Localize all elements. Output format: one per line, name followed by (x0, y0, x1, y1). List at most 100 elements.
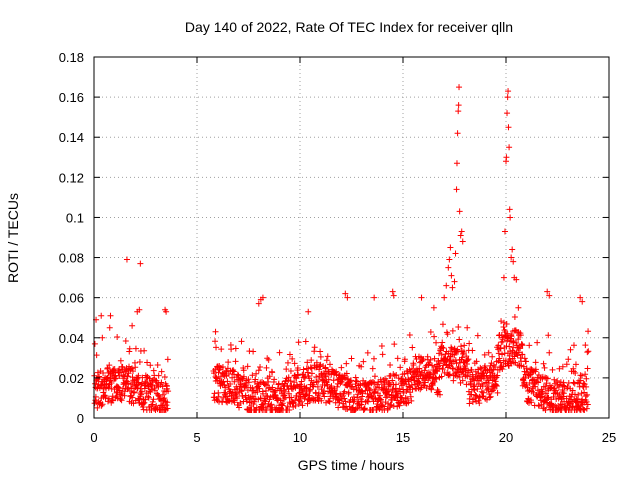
data-point (145, 393, 152, 400)
data-point (389, 385, 396, 392)
data-point (581, 381, 588, 388)
data-point (458, 228, 465, 235)
data-point (442, 351, 449, 358)
data-point (291, 379, 298, 386)
data-point (255, 367, 262, 374)
data-point (510, 258, 517, 265)
data-point (450, 377, 457, 384)
data-point (542, 383, 549, 390)
data-point (408, 381, 415, 388)
data-point (93, 352, 100, 359)
data-point (371, 380, 378, 387)
data-point (439, 339, 446, 346)
data-point (459, 354, 466, 361)
data-point (341, 395, 348, 402)
data-point (117, 357, 124, 364)
data-point (584, 401, 591, 408)
data-point (539, 389, 546, 396)
data-point (551, 376, 558, 383)
data-point (437, 357, 444, 364)
data-point (505, 124, 512, 131)
data-point (401, 356, 408, 363)
data-point (94, 369, 101, 376)
data-point (91, 340, 98, 347)
data-point (107, 312, 114, 319)
data-point (138, 391, 145, 398)
data-point (135, 372, 142, 379)
data-point (335, 396, 342, 403)
data-point (331, 387, 338, 394)
data-point (427, 356, 434, 363)
chart-title: Day 140 of 2022, Rate Of TEC Index for r… (185, 19, 513, 35)
data-point (212, 328, 219, 335)
data-point (515, 304, 522, 311)
data-point (508, 254, 515, 261)
data-point (519, 351, 526, 358)
data-point (521, 355, 528, 362)
data-point (492, 363, 499, 370)
data-point (371, 373, 378, 380)
x-tick-label: 15 (396, 430, 410, 445)
y-tick-label: 0.02 (59, 371, 84, 386)
data-point (144, 359, 151, 366)
data-point (583, 405, 590, 412)
data-point (287, 368, 294, 375)
data-point (240, 373, 247, 380)
data-point (546, 349, 553, 356)
data-point (98, 312, 105, 319)
data-point (452, 372, 459, 379)
data-point (294, 365, 301, 372)
data-point (532, 383, 539, 390)
data-point (161, 373, 168, 380)
data-point (118, 397, 125, 404)
data-point (453, 360, 460, 367)
data-point (460, 348, 467, 355)
data-point (320, 377, 327, 384)
data-point (499, 351, 506, 358)
data-point (343, 370, 350, 377)
data-point (123, 256, 130, 263)
data-point (506, 206, 513, 213)
data-point (165, 388, 172, 395)
data-point (132, 345, 139, 352)
data-point (513, 276, 520, 283)
data-point (149, 398, 156, 405)
data-point (453, 160, 460, 167)
data-point (286, 406, 293, 413)
data-point (393, 371, 400, 378)
data-point (249, 372, 256, 379)
data-point (151, 387, 158, 394)
data-point (256, 385, 263, 392)
data-point (257, 364, 264, 371)
data-point (487, 362, 494, 369)
y-tick-label: 0.08 (59, 251, 84, 266)
data-point (260, 390, 267, 397)
data-point (134, 375, 141, 382)
data-point (255, 300, 262, 307)
data-point (131, 389, 138, 396)
y-tick-label: 0.12 (59, 170, 84, 185)
data-point (161, 395, 168, 402)
data-point (364, 349, 371, 356)
data-point (394, 355, 401, 362)
data-point (285, 374, 292, 381)
data-point (514, 352, 521, 359)
data-point (392, 381, 399, 388)
data-point (298, 398, 305, 405)
data-point (101, 392, 108, 399)
data-point (389, 288, 396, 295)
data-point (456, 208, 463, 215)
data-point (353, 378, 360, 385)
data-point (474, 386, 481, 393)
data-point (584, 349, 591, 356)
data-point (570, 342, 577, 349)
data-point (491, 385, 498, 392)
data-point (150, 396, 157, 403)
data-point (455, 108, 462, 115)
data-point (387, 362, 394, 369)
data-point (313, 374, 320, 381)
data-point (324, 353, 331, 360)
data-point (279, 400, 286, 407)
data-point (515, 336, 522, 343)
data-point (245, 379, 252, 386)
